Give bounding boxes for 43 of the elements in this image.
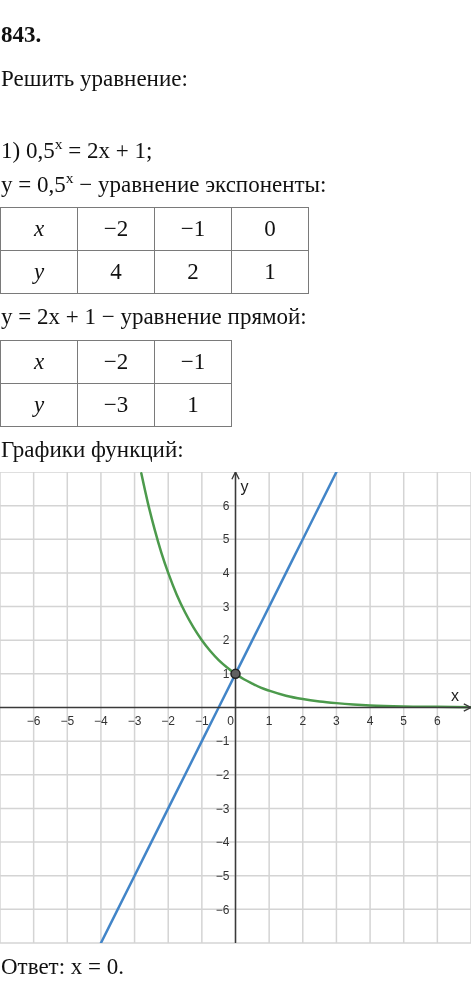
y-axis-title: y [240,478,249,496]
x-tick-label: −1 [195,713,210,728]
x-tick-label: −3 [127,713,142,728]
y-tick-label: −4 [215,835,230,850]
y-tick-label: −1 [215,734,230,749]
y-tick-label: 2 [222,633,230,648]
text: Решить уравнение: [1,66,188,91]
y-tick-label: −2 [215,767,230,782]
x-tick-label: 6 [434,713,442,728]
text: x [33,216,45,241]
y-tick-label: 1 [222,667,230,682]
x-tick-label: 2 [299,713,307,728]
text: Ответ: x = 0. [1,954,125,979]
x-axis-title: x [451,686,459,705]
y-tick-label: 6 [222,498,230,513]
category-label: −2 [77,340,155,384]
x-tick-label: −4 [94,713,109,728]
x-tick-label: 5 [400,713,408,728]
x-tick-label: −5 [60,713,75,728]
x-tick-label: −6 [26,713,41,728]
text: 843. [1,22,42,47]
text: 1) 0,5$^{x}$ = 2x + 1; [1,135,153,163]
y-tick-label: −5 [215,868,230,883]
category-label: 0 [231,207,309,251]
data-label: −3 [77,383,155,427]
text: y [33,392,45,417]
text: y = 2x + 1 − уравнение прямой: [1,304,307,329]
y-tick-label: 5 [222,532,230,547]
x-tick-label: −2 [161,713,176,728]
data-label: 4 [77,250,155,294]
text: y [33,259,45,284]
y-tick-label: 3 [222,599,230,614]
chart-title: Графики функций: [1,437,184,462]
text: x [33,349,45,374]
text: y = 0,5$^{x}$ − уравнение экспоненты: [1,169,327,197]
x-tick-label: 0 [227,713,235,728]
category-label: −2 [77,207,155,251]
y-tick-label: −3 [215,801,230,816]
x-tick-label: 4 [366,713,374,728]
x-tick-label: 1 [265,713,273,728]
y-tick-label: −6 [215,902,230,917]
y-tick-label: 4 [222,566,230,581]
x-tick-label: 3 [333,713,341,728]
